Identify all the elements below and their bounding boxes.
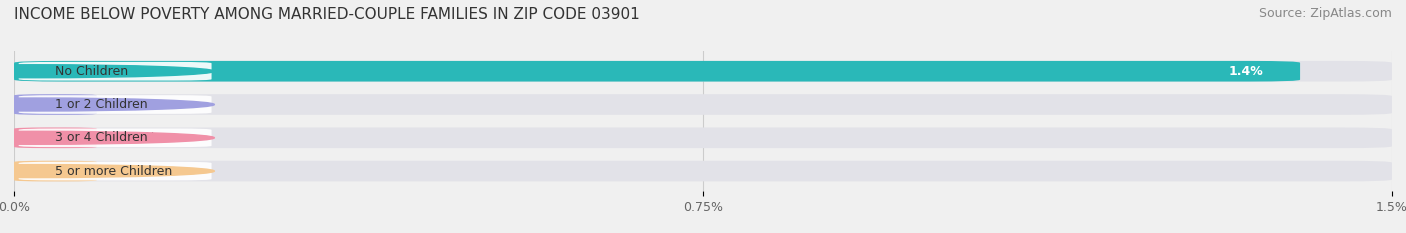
- Text: 0.0%: 0.0%: [124, 164, 156, 178]
- Text: 0.0%: 0.0%: [124, 98, 156, 111]
- FancyBboxPatch shape: [14, 161, 1392, 182]
- Text: 3 or 4 Children: 3 or 4 Children: [55, 131, 148, 144]
- Circle shape: [0, 131, 214, 144]
- Circle shape: [0, 164, 214, 178]
- Text: 1 or 2 Children: 1 or 2 Children: [55, 98, 148, 111]
- Text: Source: ZipAtlas.com: Source: ZipAtlas.com: [1258, 7, 1392, 20]
- FancyBboxPatch shape: [14, 127, 97, 148]
- FancyBboxPatch shape: [14, 94, 1392, 115]
- FancyBboxPatch shape: [14, 61, 1301, 82]
- Text: 5 or more Children: 5 or more Children: [55, 164, 173, 178]
- FancyBboxPatch shape: [18, 162, 211, 180]
- FancyBboxPatch shape: [18, 95, 211, 114]
- FancyBboxPatch shape: [18, 128, 211, 147]
- FancyBboxPatch shape: [14, 61, 1392, 82]
- Text: 0.0%: 0.0%: [124, 131, 156, 144]
- Text: No Children: No Children: [55, 65, 128, 78]
- FancyBboxPatch shape: [14, 161, 97, 182]
- FancyBboxPatch shape: [18, 62, 211, 81]
- Circle shape: [0, 98, 214, 111]
- Text: 1.4%: 1.4%: [1229, 65, 1264, 78]
- FancyBboxPatch shape: [14, 127, 1392, 148]
- FancyBboxPatch shape: [14, 94, 97, 115]
- Circle shape: [0, 65, 214, 78]
- Text: INCOME BELOW POVERTY AMONG MARRIED-COUPLE FAMILIES IN ZIP CODE 03901: INCOME BELOW POVERTY AMONG MARRIED-COUPL…: [14, 7, 640, 22]
